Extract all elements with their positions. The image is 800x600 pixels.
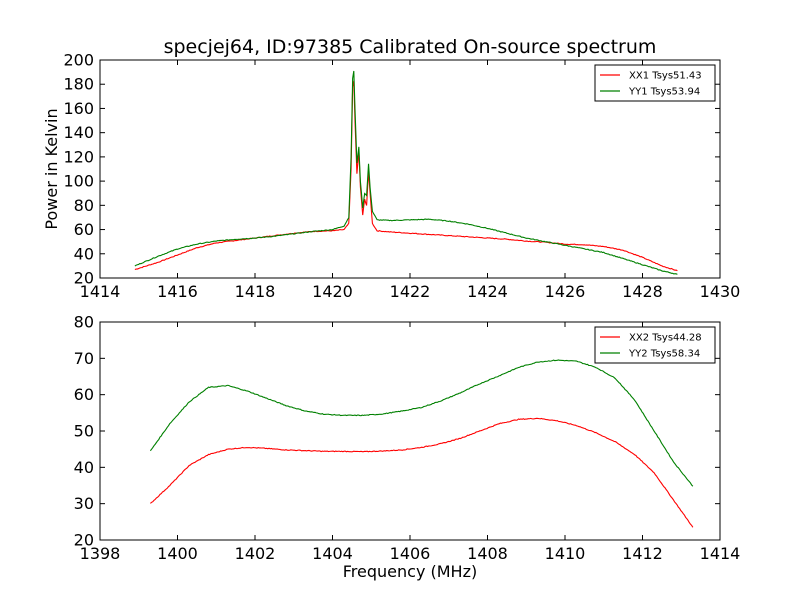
legend: XX1 Tsys51.43 YY1 Tsys53.94 <box>594 64 716 102</box>
legend: XX2 Tsys44.28 YY2 Tsys58.34 <box>594 326 716 364</box>
series-line-yy <box>134 70 678 275</box>
x-tick-label: 1400 <box>157 544 198 563</box>
legend-label: XX1 Tsys51.43 <box>629 71 702 82</box>
x-tick-label: 1408 <box>467 544 508 563</box>
y-axis-label: Power in Kelvin <box>42 108 61 229</box>
bottom-spectrum-panel: 1398 1400 1402 1404 1406 1408 1410 1412 1414 20 30… <box>74 313 741 564</box>
y-tick-label: 20 <box>74 269 94 288</box>
x-tick-label: 1424 <box>467 282 508 301</box>
y-tick-label: 140 <box>63 123 94 142</box>
y-tick-label: 60 <box>74 220 94 239</box>
legend-label: YY2 Tsys58.34 <box>628 349 700 360</box>
y-tick-label: 70 <box>74 349 94 368</box>
figure-title: specjej64, ID:97385 Calibrated On-source… <box>164 36 657 58</box>
x-tick-label: 1426 <box>545 282 586 301</box>
y-tick-label: 40 <box>74 458 94 477</box>
legend-label: XX2 Tsys44.28 <box>629 333 702 344</box>
x-tick-label: 1402 <box>235 544 276 563</box>
x-tick-label: 1404 <box>312 544 353 563</box>
x-tick-label: 1418 <box>235 282 276 301</box>
x-tick-label: 1412 <box>622 544 663 563</box>
x-tick-label: 1398 <box>80 544 121 563</box>
legend-box <box>594 64 716 102</box>
x-tick-label: 1416 <box>157 282 198 301</box>
x-tick-label: 1420 <box>312 282 353 301</box>
x-tick-label: 1430 <box>700 282 741 301</box>
y-tick-label: 50 <box>74 422 94 441</box>
legend-label: YY1 Tsys53.94 <box>628 87 700 98</box>
y-tick-label: 80 <box>74 196 94 215</box>
y-tick-label: 100 <box>63 172 94 191</box>
y-tick-label: 60 <box>74 385 94 404</box>
y-tick-label: 80 <box>74 313 94 332</box>
x-tick-label: 1428 <box>622 282 663 301</box>
x-tick-label: 1422 <box>390 282 431 301</box>
x-tick-label: 1414 <box>700 544 741 563</box>
y-tick-label: 40 <box>74 244 94 263</box>
series-line-xx <box>150 417 694 528</box>
x-tick-label: 1410 <box>545 544 586 563</box>
series-line-xx <box>134 80 678 272</box>
x-tick-label: 1414 <box>80 282 121 301</box>
x-tick-label: 1406 <box>390 544 431 563</box>
series-line-yy <box>149 359 694 487</box>
y-tick-label: 180 <box>63 75 94 94</box>
y-tick-label: 200 <box>63 51 94 70</box>
y-tick-label: 160 <box>63 99 94 118</box>
y-tick-label: 30 <box>74 494 94 513</box>
y-tick-label: 120 <box>63 147 94 166</box>
top-spectrum-panel: 1414 1416 1418 1420 1422 1424 1426 1428 1430 20 40… <box>42 51 740 302</box>
y-tick-label: 20 <box>74 531 94 550</box>
x-axis-label: Frequency (MHz) <box>343 562 477 581</box>
legend-box <box>594 326 716 364</box>
